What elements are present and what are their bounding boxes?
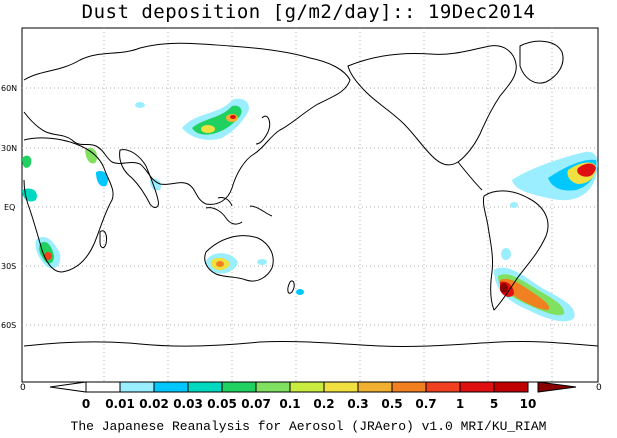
colorbar-box [425,381,461,393]
colorbar-level-label: 0.05 [207,397,237,411]
colorbar-level-label: 0.3 [347,397,368,411]
lat-label-30s: 30S [1,262,16,271]
colorbar-box [221,381,257,393]
colorbar-labels: 0 0.01 0.02 0.03 0.05 0.07 0.1 0.2 0.3 0.5 0.7 1 5 10 [82,397,537,411]
colorbar-level-label: 1 [456,397,464,411]
colorbar-edge-left: 0 [20,383,26,393]
colorbar-level-label: 0.1 [279,397,300,411]
lat-label-eq: EQ [4,203,15,212]
colorbar-level-label: 5 [490,397,498,411]
colorbar-box [289,381,325,393]
lat-label-60n: 60N [1,84,17,93]
colorbar: 0 0.01 0.02 0.03 0.05 0.07 0.1 0.2 0.3 0.5 0.7 1 5 10… [20,381,602,411]
colorbar-boxes [85,381,529,393]
colorbar-level-label: 0.07 [241,397,271,411]
colorbar-box [187,381,223,393]
footer-credit: The Japanese Reanalysis for Aerosol (JRA… [70,419,547,434]
colorbar-level-label: 0 [82,397,90,411]
colorbar-left-arrow [49,381,87,393]
colorbar-level-label: 0.2 [313,397,334,411]
colorbar-level-label: 0.7 [415,397,436,411]
colorbar-box [493,381,529,393]
colorbar-right-arrow [537,381,577,393]
colorbar-level-label: 0.01 [105,397,135,411]
lat-label-30n: 30N [1,144,17,153]
colorbar-box [153,381,189,393]
colorbar-box [323,381,359,393]
colorbar-level-label: 0.02 [139,397,169,411]
dust-shading [22,98,598,322]
colorbar-level-label: 0.5 [381,397,402,411]
colorbar-edge-right: 0 [596,383,602,393]
colorbar-box [85,381,121,393]
coastlines [23,40,599,348]
colorbar-box [391,381,427,393]
colorbar-level-label: 10 [520,397,537,411]
lat-label-60s: 60S [1,321,16,330]
colorbar-box [119,381,155,393]
colorbar-box [459,381,495,393]
colorbar-box [255,381,291,393]
map-title: Dust deposition [g/m2/day]:: 19Dec2014 [81,1,536,23]
colorbar-box [357,381,393,393]
colorbar-level-label: 0.03 [173,397,203,411]
latitude-labels: 60N 30N EQ 30S 60S [1,84,17,330]
